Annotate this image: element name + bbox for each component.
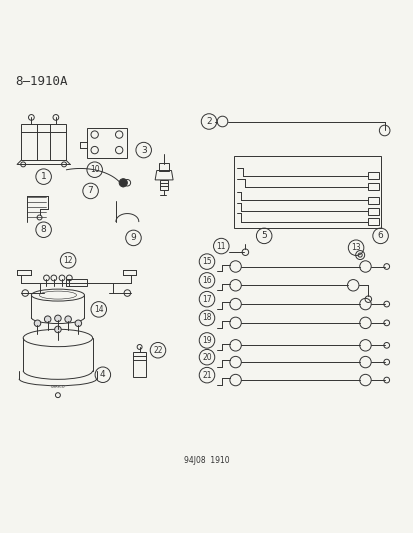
Text: 17: 17 [202, 295, 211, 304]
Circle shape [75, 320, 81, 327]
Bar [368, 183, 377, 190]
Bar [368, 208, 377, 215]
Bar [133, 352, 145, 377]
Text: CHRYCO: CHRYCO [50, 385, 65, 389]
Bar [86, 127, 127, 158]
Text: 12: 12 [63, 256, 73, 265]
Text: 22: 22 [153, 346, 162, 355]
Circle shape [119, 179, 127, 187]
Bar [160, 180, 168, 190]
Text: 94J08  1910: 94J08 1910 [184, 456, 229, 465]
Text: 4: 4 [100, 370, 105, 379]
Text: 20: 20 [202, 353, 211, 362]
Bar [21, 124, 66, 160]
Text: 18: 18 [202, 313, 211, 322]
Text: 7: 7 [88, 187, 93, 196]
Bar [233, 156, 380, 228]
Circle shape [55, 326, 61, 333]
Text: 5: 5 [261, 231, 266, 240]
Text: 16: 16 [202, 276, 211, 285]
Bar [368, 218, 377, 225]
Text: 10: 10 [90, 165, 99, 174]
Text: 3: 3 [140, 146, 146, 155]
Text: 6: 6 [377, 231, 382, 240]
Text: 1: 1 [40, 172, 46, 181]
Circle shape [44, 316, 51, 322]
Text: 13: 13 [350, 243, 360, 252]
Circle shape [65, 316, 71, 322]
Text: 8: 8 [40, 225, 46, 234]
Bar [368, 172, 377, 179]
Text: 8–1910A: 8–1910A [15, 75, 67, 87]
Text: 21: 21 [202, 370, 211, 379]
Bar [368, 197, 377, 204]
Bar [159, 163, 169, 171]
Bar [66, 279, 86, 286]
Text: 2: 2 [206, 117, 211, 126]
Circle shape [34, 320, 40, 327]
Circle shape [55, 315, 61, 321]
Text: 15: 15 [202, 257, 211, 266]
Text: 11: 11 [216, 241, 225, 251]
Text: 9: 9 [130, 233, 136, 243]
Text: 19: 19 [202, 336, 211, 345]
Text: 14: 14 [94, 305, 103, 314]
